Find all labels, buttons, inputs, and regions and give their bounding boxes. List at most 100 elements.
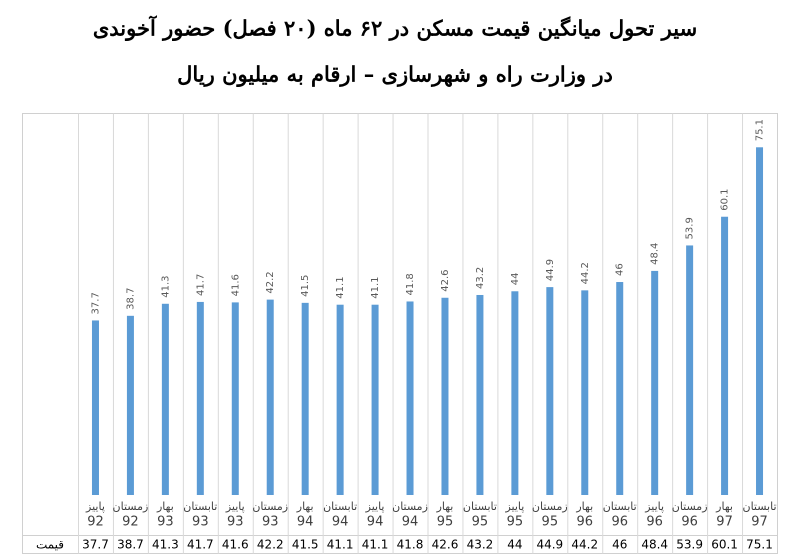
x-tick-label: 92: [122, 515, 139, 530]
bar: [476, 294, 484, 495]
table-value: 60.1: [711, 538, 738, 552]
table-value: 41.1: [362, 538, 389, 552]
bar: [126, 315, 134, 495]
value-label: 48.4: [650, 243, 661, 265]
x-tick-label: پاییز: [365, 500, 385, 513]
table-value: 41.1: [327, 538, 354, 552]
chart-subtitle: در وزارت راه و شهرسازی – ارقام به میلیون…: [177, 62, 613, 88]
table-value: 41.3: [152, 538, 179, 552]
bar: [756, 147, 764, 496]
table-value: 42.6: [432, 538, 459, 552]
x-tick-label: بهار: [575, 500, 593, 513]
value-label: 44: [510, 273, 521, 286]
x-tick-label: 94: [332, 515, 349, 530]
x-tick-label: زمستان: [532, 500, 568, 513]
plot-frame: [22, 113, 778, 554]
x-tick-label: 95: [507, 515, 524, 530]
table-value: 44.2: [571, 538, 598, 552]
x-tick-label: تابستان: [183, 500, 217, 513]
table-value: 37.7: [82, 538, 109, 552]
x-tick-label: تابستان: [323, 500, 357, 513]
value-label: 46: [615, 263, 626, 276]
value-label: 41.8: [405, 273, 416, 295]
x-tick-label: 94: [402, 515, 419, 530]
bar: [196, 301, 204, 495]
x-tick-label: زمستان: [113, 500, 149, 513]
bar: [231, 302, 239, 495]
bar: [301, 302, 309, 495]
bar: [161, 303, 169, 495]
x-tick-label: 94: [367, 515, 384, 530]
table-value: 44: [507, 538, 522, 552]
value-label: 44.2: [580, 262, 591, 284]
x-tick-label: پاییز: [85, 500, 105, 513]
table-value: 41.7: [187, 538, 214, 552]
bar: [371, 304, 379, 495]
x-tick-label: 92: [87, 515, 104, 530]
x-tick-label: پاییز: [504, 500, 524, 513]
table-value: 53.9: [676, 538, 703, 552]
bar: [91, 320, 99, 495]
value-label: 41.1: [370, 276, 381, 298]
table-value: 41.6: [222, 538, 249, 552]
x-tick-label: 95: [437, 515, 454, 530]
x-tick-label: بهار: [436, 500, 454, 513]
x-tick-label: پاییز: [644, 500, 664, 513]
value-label: 41.1: [335, 276, 346, 298]
value-label: 75.1: [755, 119, 766, 141]
x-tick-label: زمستان: [672, 500, 708, 513]
table-row-label: قیمت: [36, 538, 64, 552]
table-value: 41.5: [292, 538, 319, 552]
x-tick-label: 93: [262, 515, 279, 530]
value-label: 37.7: [90, 292, 101, 314]
value-label: 41.3: [160, 276, 171, 298]
x-tick-label: 93: [227, 515, 244, 530]
chart-title: سیر تحول میانگین قیمت مسکن در ۶۲ ماه (۲۰…: [93, 15, 697, 42]
bar: [721, 216, 729, 495]
table-value: 41.8: [397, 538, 424, 552]
value-label: 41.6: [230, 274, 241, 296]
bar: [651, 270, 659, 495]
bar: [406, 301, 414, 495]
table-value: 44.9: [536, 538, 563, 552]
value-label: 41.7: [195, 274, 206, 296]
bar: [686, 245, 694, 495]
x-tick-label: 96: [611, 515, 628, 530]
x-tick-label: تابستان: [743, 500, 777, 513]
x-tick-label: 95: [472, 515, 489, 530]
table-value: 38.7: [117, 538, 144, 552]
x-tick-label: 96: [577, 515, 594, 530]
value-label: 60.1: [720, 188, 731, 210]
value-label: 43.2: [475, 267, 486, 289]
bar: [266, 299, 274, 495]
x-tick-label: 93: [157, 515, 174, 530]
value-label: 53.9: [685, 217, 696, 239]
x-tick-label: 94: [297, 515, 314, 530]
bar: [511, 291, 519, 495]
x-tick-label: زمستان: [252, 500, 288, 513]
x-tick-label: 97: [716, 515, 733, 530]
value-label: 38.7: [125, 288, 136, 310]
bar: [441, 297, 449, 495]
x-tick-label: 96: [681, 515, 698, 530]
x-tick-label: 95: [542, 515, 559, 530]
table-value: 48.4: [641, 538, 668, 552]
x-tick-label: بهار: [296, 500, 314, 513]
table-value: 43.2: [467, 538, 494, 552]
x-tick-label: تابستان: [463, 500, 497, 513]
x-tick-label: تابستان: [603, 500, 637, 513]
value-label: 41.5: [300, 275, 311, 297]
x-tick-label: پاییز: [225, 500, 245, 513]
x-tick-label: 96: [646, 515, 663, 530]
x-tick-label: بهار: [156, 500, 174, 513]
bar: [336, 304, 344, 495]
x-tick-label: 97: [751, 515, 768, 530]
bar: [616, 282, 624, 495]
bar: [581, 290, 589, 495]
value-label: 44.9: [545, 259, 556, 281]
bar: [546, 287, 554, 495]
x-tick-label: 93: [192, 515, 209, 530]
x-tick-label: بهار: [715, 500, 733, 513]
table-value: 46: [612, 538, 627, 552]
